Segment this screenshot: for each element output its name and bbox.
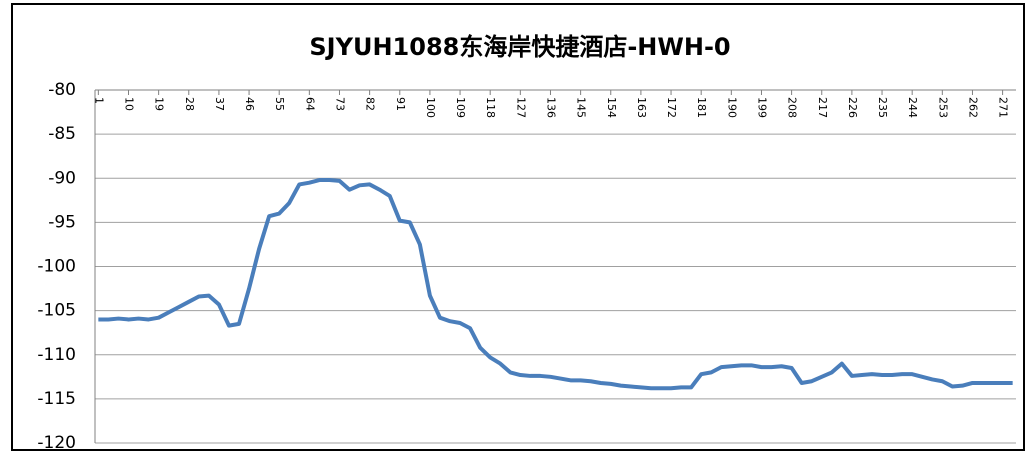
x-tick-label: 28	[183, 97, 196, 111]
x-tick-label: 136	[544, 97, 557, 118]
y-tick-label: -90	[48, 168, 76, 188]
x-tick-label: 199	[755, 97, 768, 118]
x-tick-label: 46	[243, 97, 256, 111]
data-line	[98, 178, 1013, 391]
x-tick-label: 271	[997, 97, 1010, 118]
y-tick-label: -100	[37, 257, 76, 277]
y-tick-label: -95	[48, 212, 76, 232]
x-tick-label: 55	[273, 97, 286, 111]
x-tick-label: 1	[92, 97, 105, 104]
x-tick-label: 163	[635, 97, 648, 118]
x-tick-label: 253	[936, 97, 949, 118]
y-tick-label: -110	[37, 345, 76, 365]
x-tick-label: 181	[695, 97, 708, 118]
x-tick-label: 145	[575, 97, 588, 118]
x-tick-label: 91	[394, 97, 407, 111]
chart-title: SJYUH1088东海岸快捷酒店-HWH-0	[309, 33, 730, 61]
x-tick-label: 154	[605, 97, 618, 118]
chart-frame	[11, 3, 1025, 451]
x-tick-label: 217	[816, 97, 829, 118]
x-tick-label: 73	[333, 97, 346, 111]
x-tick-label: 226	[846, 97, 859, 118]
x-tick-label: 82	[364, 97, 377, 111]
y-tick-label: -80	[48, 80, 76, 100]
x-tick-label: 109	[454, 97, 467, 118]
x-tick-label: 235	[876, 97, 889, 118]
y-tick-label: -85	[48, 124, 76, 144]
x-tick-label: 208	[786, 97, 799, 118]
x-tick-label: 190	[725, 97, 738, 118]
x-tick-label: 10	[122, 97, 135, 111]
x-tick-label: 262	[966, 97, 979, 118]
x-tick-label: 127	[514, 97, 527, 118]
x-tick-label: 118	[484, 97, 497, 118]
x-tick-label: 100	[424, 97, 437, 118]
y-tick-label: -120	[37, 433, 76, 453]
x-tick-label: 244	[906, 97, 919, 118]
x-tick-label: 64	[303, 97, 316, 111]
x-tick-label: 37	[213, 97, 226, 111]
x-tick-label: 19	[153, 97, 166, 111]
y-tick-label: -115	[37, 389, 76, 409]
y-tick-label: -105	[37, 301, 76, 321]
x-tick-label: 172	[665, 97, 678, 118]
